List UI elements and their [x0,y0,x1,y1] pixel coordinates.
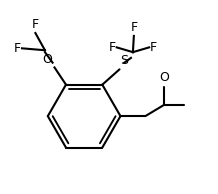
Text: F: F [150,41,157,54]
Text: F: F [130,21,137,34]
Text: F: F [14,42,21,55]
Text: O: O [160,71,169,84]
Text: F: F [109,41,116,54]
Text: O: O [42,53,52,66]
Text: S: S [121,55,128,68]
Text: F: F [32,18,39,31]
